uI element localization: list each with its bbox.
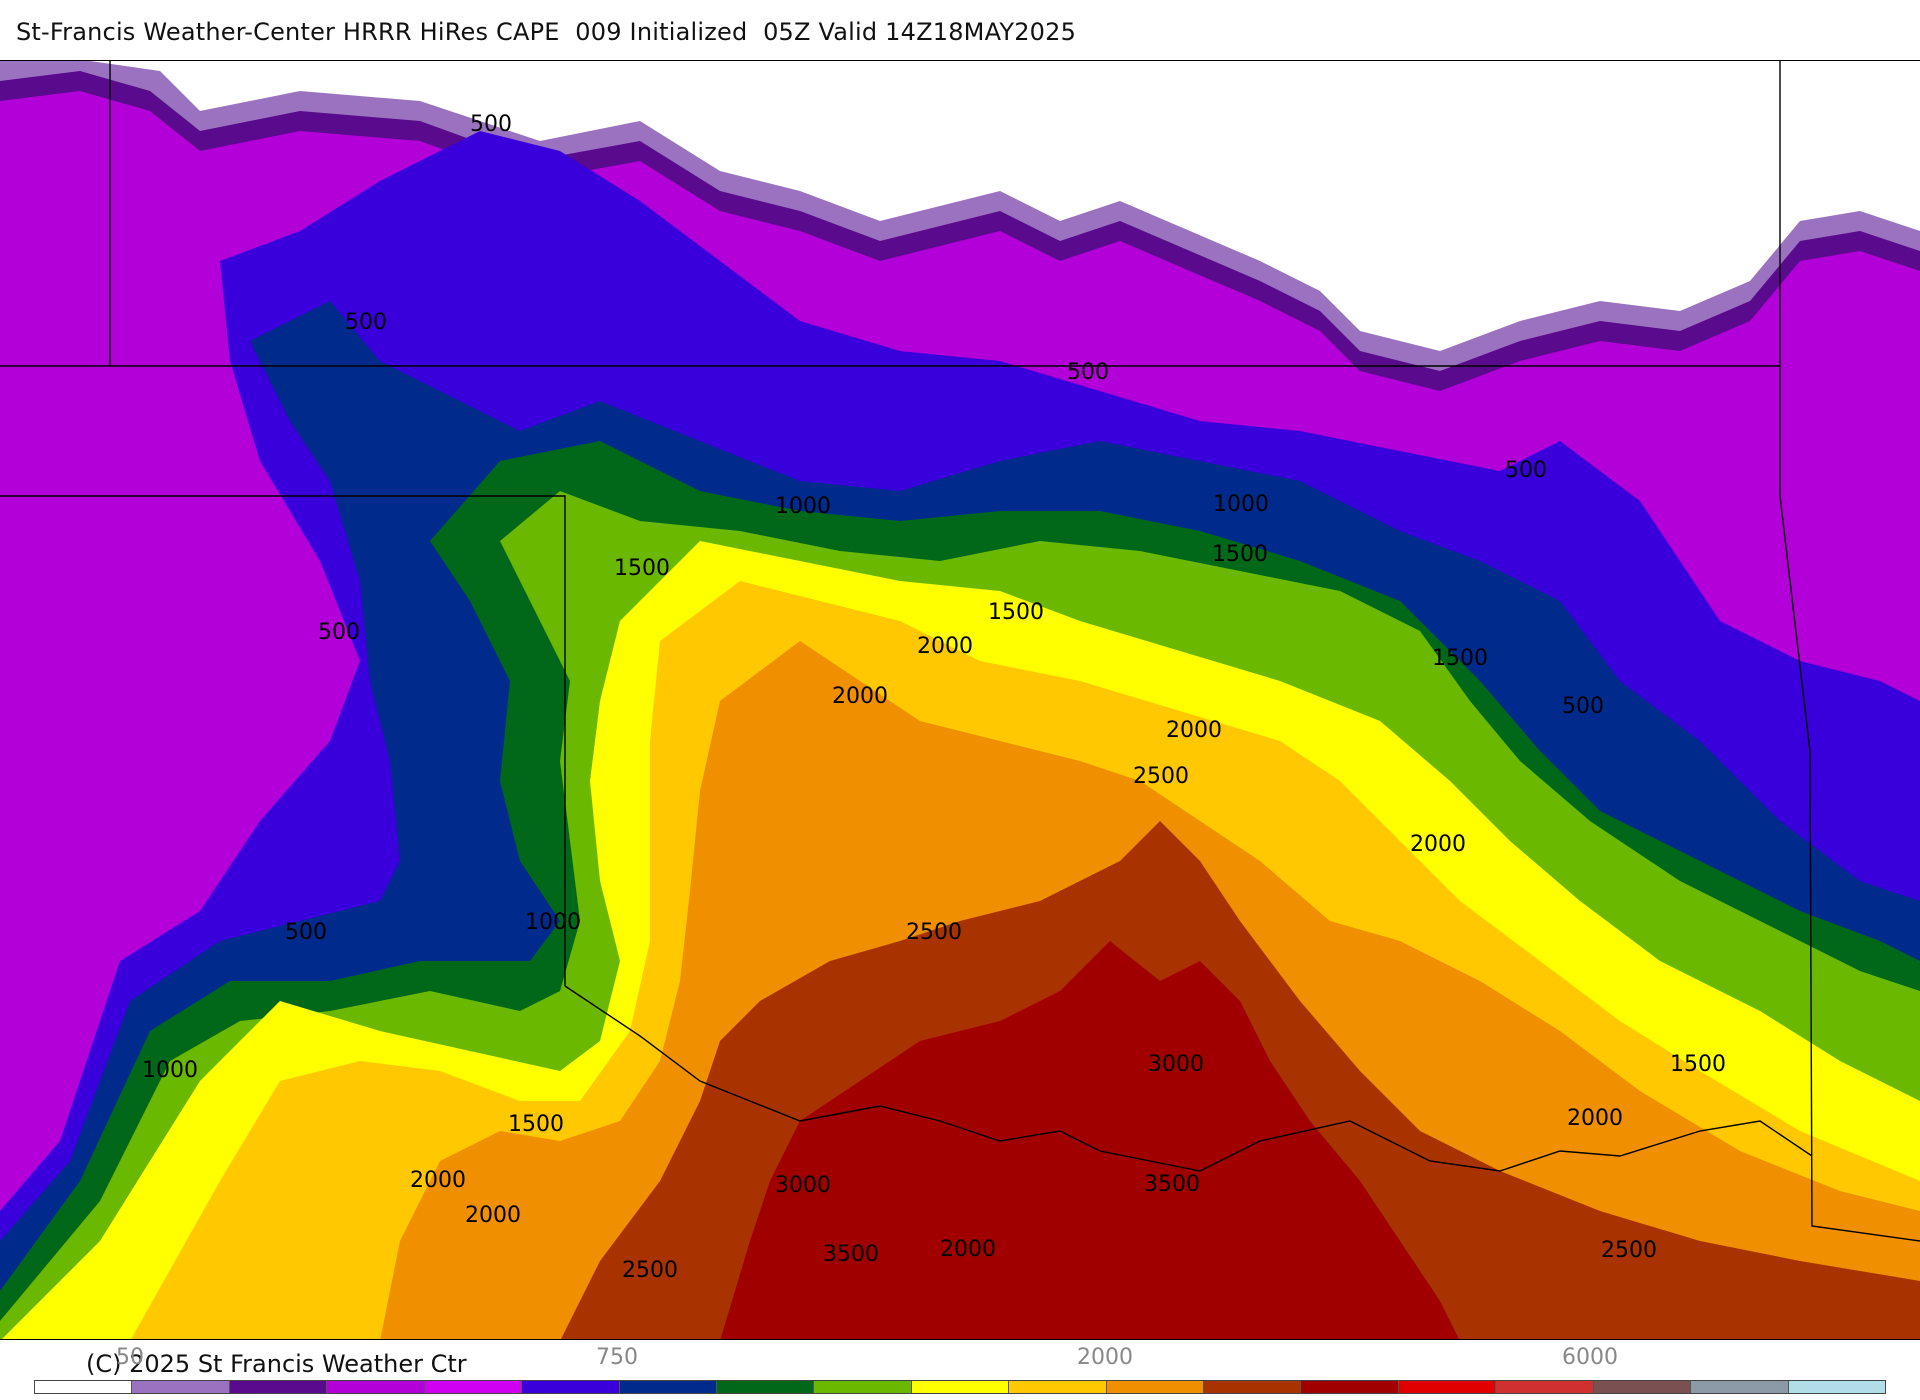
contour-label: 500 (470, 112, 512, 137)
cape-band-dark-red (720, 941, 1459, 1339)
colorbar-swatch (1106, 1381, 1205, 1393)
colorbar-swatch (911, 1381, 1010, 1393)
colorbar-swatch (1496, 1381, 1594, 1393)
contour-label: 1000 (775, 494, 831, 519)
copyright-text: (C) 2025 St Francis Weather Ctr (86, 1350, 467, 1378)
colorbar-swatch (1691, 1381, 1789, 1393)
color-scale-bar (34, 1380, 1886, 1394)
colorbar-swatch (1398, 1381, 1497, 1393)
state-boundaries (0, 61, 1920, 1242)
colorbar-swatch (35, 1381, 133, 1393)
colorbar-tick-label: 6000 (1562, 1345, 1618, 1370)
contour-label: 2000 (1567, 1106, 1623, 1131)
contour-label: 3500 (823, 1242, 879, 1267)
contour-label: 2500 (1133, 764, 1189, 789)
contour-label: 1500 (1432, 646, 1488, 671)
cape-map: 500 500 500 500 500 500 500 1000 1000 10… (0, 60, 1920, 1340)
contour-label: 2000 (832, 684, 888, 709)
colorbar-swatch (1301, 1381, 1399, 1393)
colorbar-swatch (424, 1381, 523, 1393)
contour-label: 2500 (622, 1258, 678, 1283)
contour-label: 2000 (917, 634, 973, 659)
contour-label: 500 (318, 620, 360, 645)
contour-label: 1500 (508, 1112, 564, 1137)
colorbar-swatch (327, 1381, 425, 1393)
colorbar-tick-label: 2000 (1077, 1345, 1133, 1370)
contour-label: 1000 (1213, 492, 1269, 517)
colorbar-tick-label: 50 (116, 1345, 144, 1370)
colorbar-swatch (1009, 1381, 1107, 1393)
contour-label: 500 (285, 920, 327, 945)
contour-label: 2000 (1410, 832, 1466, 857)
contour-label: 3000 (1148, 1052, 1204, 1077)
colorbar-swatch (814, 1381, 912, 1393)
contour-label: 500 (1562, 694, 1604, 719)
colorbar-swatch (716, 1381, 815, 1393)
contour-label: 500 (1067, 360, 1109, 385)
contour-label: 2000 (940, 1237, 996, 1262)
contour-label: 3500 (1144, 1172, 1200, 1197)
contour-label: 1500 (1670, 1052, 1726, 1077)
contour-label: 500 (1505, 458, 1547, 483)
colorbar-swatch (619, 1381, 717, 1393)
colorbar-tick-label: 750 (596, 1345, 638, 1370)
contour-label: 3000 (775, 1173, 831, 1198)
contour-label: 2000 (465, 1203, 521, 1228)
contour-label: 2000 (1166, 718, 1222, 743)
colorbar-swatch (522, 1381, 620, 1393)
contour-labels: 500 500 500 500 500 500 500 1000 1000 10… (142, 112, 1726, 1283)
map-title: St-Francis Weather-Center HRRR HiRes CAP… (16, 18, 1077, 46)
colorbar-swatch (132, 1381, 230, 1393)
contour-label: 1500 (988, 600, 1044, 625)
contour-label: 2500 (1601, 1238, 1657, 1263)
contour-label: 500 (345, 310, 387, 335)
colorbar-swatch (229, 1381, 328, 1393)
colorbar-swatch (1204, 1381, 1302, 1393)
contour-label: 1000 (142, 1058, 198, 1083)
colorbar-swatch (1788, 1381, 1886, 1393)
contour-label: 1500 (614, 556, 670, 581)
contour-label: 2000 (410, 1168, 466, 1193)
contour-label: 1000 (525, 910, 581, 935)
contour-label: 1500 (1212, 542, 1268, 567)
colorbar-swatch (1593, 1381, 1692, 1393)
contour-label: 2500 (906, 920, 962, 945)
